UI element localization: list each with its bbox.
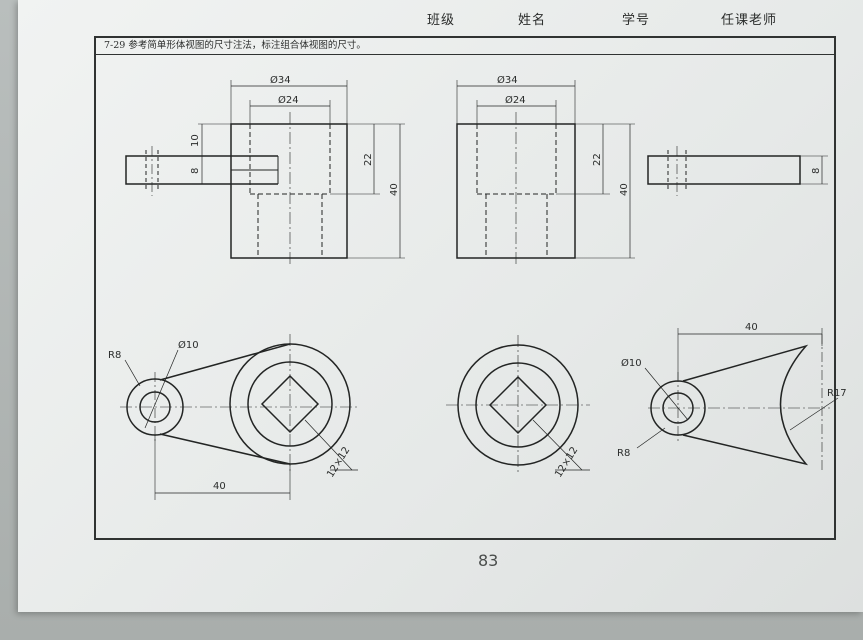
left-dim-40: 40 xyxy=(389,183,400,196)
left-dim-22: 22 xyxy=(363,153,374,166)
class-label: 班级 xyxy=(427,13,456,28)
side-plate xyxy=(647,155,801,185)
plate-dim-8: 8 xyxy=(811,168,822,174)
left-main-block xyxy=(230,123,348,259)
right-d34: Ø34 xyxy=(497,74,518,86)
right-plan-r8: R8 xyxy=(617,448,630,459)
page-number: 83 xyxy=(478,551,499,570)
right-dim-40: 40 xyxy=(619,183,630,196)
right-plan-r17: R17 xyxy=(827,388,847,399)
name-label: 姓名 xyxy=(518,13,547,28)
left-plan-r8: R8 xyxy=(108,350,121,361)
drawing-frame: 7-29 参考简单形体视图的尺寸注法，标注组合体视图的尺寸。 xyxy=(94,36,836,540)
side-plate-view xyxy=(647,146,828,196)
workbook-page xyxy=(18,0,863,612)
teacher-label: 任课老师 xyxy=(721,13,778,28)
right-fan xyxy=(682,344,809,466)
left-dim-10: 10 xyxy=(190,134,201,147)
left-plan-view xyxy=(120,334,360,500)
exercise-title: 7-29 参考简单形体视图的尺寸注法，标注组合体视图的尺寸。 xyxy=(96,38,834,55)
left-plan-dim-40: 40 xyxy=(213,481,226,492)
student-id-label: 学号 xyxy=(622,13,651,28)
right-plan-dim-40: 40 xyxy=(745,322,758,333)
page-header: 班级 姓名 学号 任课老师 xyxy=(385,0,863,30)
left-d34: Ø34 xyxy=(270,74,291,86)
square-hole xyxy=(260,374,320,434)
left-front-view xyxy=(125,80,405,266)
left-d24: Ø24 xyxy=(278,94,299,106)
left-arm xyxy=(125,155,231,185)
right-dim-22: 22 xyxy=(592,153,603,166)
middle-plan-view xyxy=(446,335,590,475)
left-dim-8: 8 xyxy=(190,168,201,174)
right-plan-view xyxy=(636,328,839,470)
right-plan-d10: Ø10 xyxy=(621,357,642,369)
mid-square-hole xyxy=(488,375,548,435)
right-front-view xyxy=(456,80,635,266)
right-d24: Ø24 xyxy=(505,94,526,106)
left-plan-d10: Ø10 xyxy=(178,339,199,351)
